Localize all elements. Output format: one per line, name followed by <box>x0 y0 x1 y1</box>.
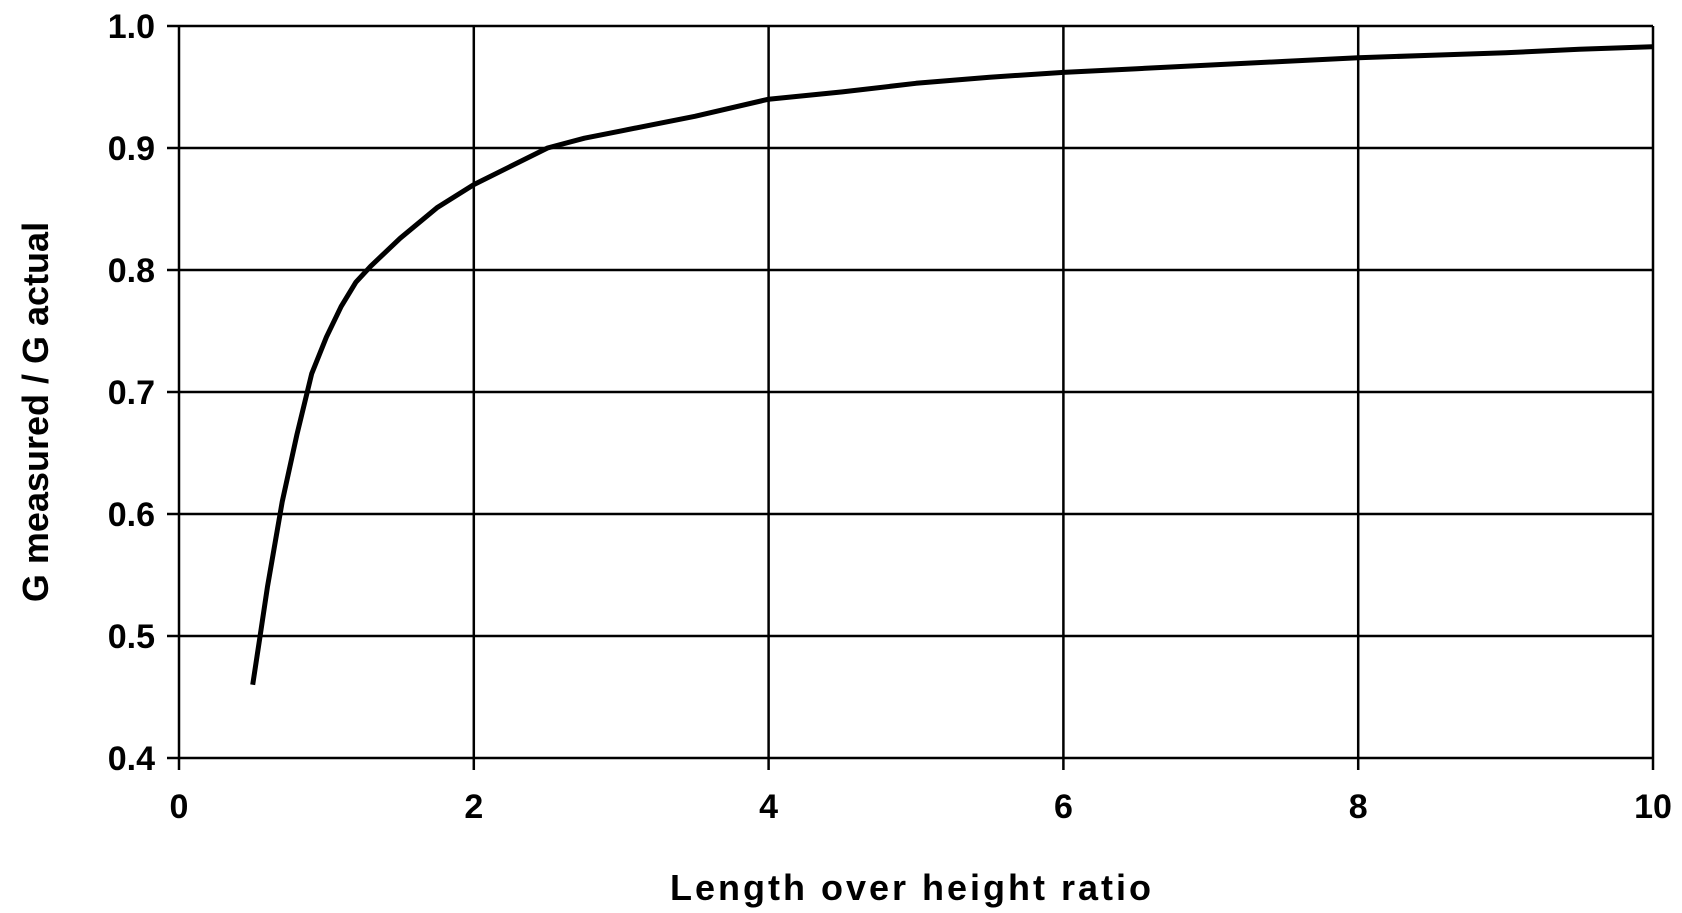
y-tick-label: 0.7 <box>108 374 155 412</box>
y-tick-label: 0.4 <box>108 740 155 778</box>
x-tick-label: 10 <box>1634 788 1672 826</box>
x-tick-label: 2 <box>464 788 483 826</box>
x-tick-label: 6 <box>1054 788 1073 826</box>
y-tick-label: 0.9 <box>108 130 155 168</box>
x-tick-label: 8 <box>1349 788 1368 826</box>
tick-labels: 0.4 0.5 0.6 0.7 0.8 0.9 1.0 0 2 4 6 8 10 <box>108 8 1672 826</box>
series-line <box>250 44 1654 686</box>
y-tick-label: 0.8 <box>108 252 155 290</box>
series-layer <box>250 44 1654 686</box>
x-tick-label: 4 <box>759 788 778 826</box>
x-axis-title: Length over height ratio <box>670 867 1154 908</box>
axes <box>167 24 1655 770</box>
y-tick-label: 0.6 <box>108 496 155 534</box>
grid-lines <box>179 24 1655 758</box>
y-tick-label: 0.5 <box>108 618 155 656</box>
y-axis-title: G measured / G actual <box>15 222 56 602</box>
y-tick-label: 1.0 <box>108 8 155 46</box>
x-tick-label: 0 <box>170 788 189 826</box>
